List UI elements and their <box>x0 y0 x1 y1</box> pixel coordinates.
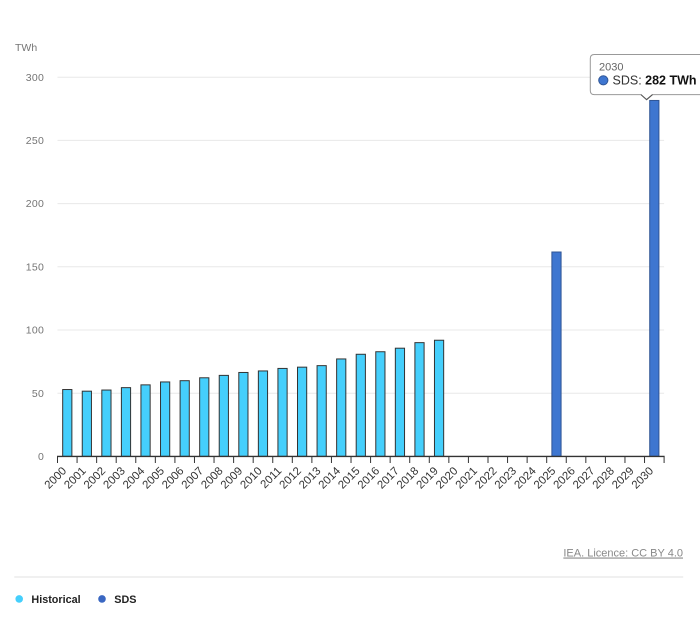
svg-text:2020: 2020 <box>434 465 460 491</box>
svg-text:Historical: Historical <box>31 594 80 606</box>
svg-text:2009: 2009 <box>219 465 245 491</box>
svg-text:200: 200 <box>26 198 44 210</box>
svg-text:2030: 2030 <box>599 62 623 74</box>
svg-text:300: 300 <box>26 72 44 84</box>
svg-text:2010: 2010 <box>238 465 264 491</box>
svg-text:2015: 2015 <box>336 465 362 491</box>
svg-text:2012: 2012 <box>278 465 304 491</box>
svg-text:2030: 2030 <box>630 465 656 491</box>
svg-text:2022: 2022 <box>473 465 499 491</box>
svg-text:150: 150 <box>26 261 44 273</box>
svg-text:TWh: TWh <box>15 42 37 54</box>
svg-text:2006: 2006 <box>160 465 186 491</box>
svg-text:2025: 2025 <box>532 465 558 491</box>
svg-text:2008: 2008 <box>199 465 225 491</box>
svg-text:2017: 2017 <box>375 465 401 491</box>
svg-text:250: 250 <box>26 135 44 147</box>
svg-text:2026: 2026 <box>551 465 577 491</box>
svg-text:2013: 2013 <box>297 465 323 491</box>
svg-text:2019: 2019 <box>414 465 440 491</box>
svg-text:2007: 2007 <box>180 465 206 491</box>
svg-text:2001: 2001 <box>62 465 88 491</box>
svg-text:0: 0 <box>38 451 44 463</box>
svg-text:2023: 2023 <box>493 465 519 491</box>
svg-text:2028: 2028 <box>591 465 617 491</box>
svg-text:2004: 2004 <box>121 465 147 491</box>
svg-text:2021: 2021 <box>454 465 480 491</box>
svg-text:SDS: 282 TWh: SDS: 282 TWh <box>613 74 697 88</box>
svg-text:2014: 2014 <box>317 465 343 491</box>
svg-text:2000: 2000 <box>43 465 69 491</box>
svg-text:SDS: SDS <box>114 594 136 606</box>
svg-text:2029: 2029 <box>610 465 636 491</box>
svg-text:2027: 2027 <box>571 465 597 491</box>
svg-text:2024: 2024 <box>512 465 538 491</box>
svg-text:IEA. Licence: CC BY 4.0: IEA. Licence: CC BY 4.0 <box>563 548 683 560</box>
svg-text:2005: 2005 <box>141 465 167 491</box>
svg-text:100: 100 <box>26 325 44 337</box>
svg-text:2016: 2016 <box>356 465 382 491</box>
svg-text:2003: 2003 <box>101 465 127 491</box>
svg-text:50: 50 <box>32 388 44 400</box>
svg-text:2018: 2018 <box>395 465 421 491</box>
svg-text:2002: 2002 <box>82 465 108 491</box>
